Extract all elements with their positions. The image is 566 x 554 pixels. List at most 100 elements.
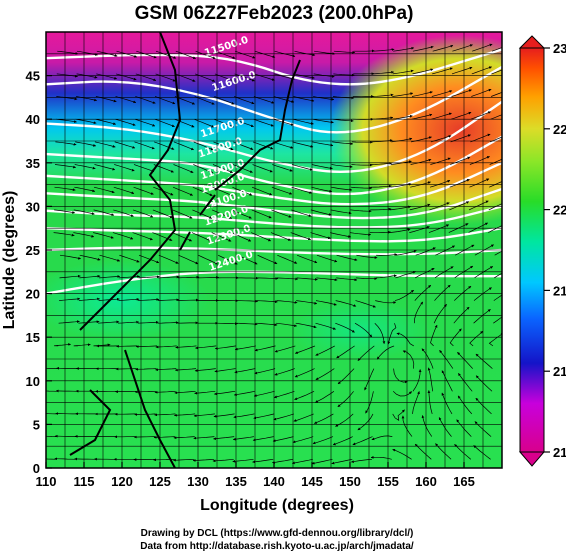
streamline xyxy=(134,413,156,416)
streamline xyxy=(315,300,337,306)
streamline xyxy=(273,413,295,421)
streamline xyxy=(233,118,254,128)
streamline xyxy=(292,141,314,148)
streamline xyxy=(174,390,196,395)
streamline xyxy=(271,186,293,195)
streamline xyxy=(355,300,376,308)
streamline xyxy=(46,458,56,460)
streamline xyxy=(232,436,254,441)
streamline xyxy=(470,111,491,120)
streamline xyxy=(421,348,434,369)
y-tick-label: 30 xyxy=(26,199,40,214)
streamline xyxy=(132,232,153,241)
streamline xyxy=(391,137,413,143)
streamline xyxy=(135,367,157,371)
streamline xyxy=(290,232,311,241)
grid-lines xyxy=(46,32,502,468)
streamline xyxy=(293,413,314,422)
streamline xyxy=(154,390,176,394)
streamline xyxy=(371,435,393,441)
streamline xyxy=(252,164,273,173)
streamline xyxy=(215,50,236,59)
streamline xyxy=(415,267,435,279)
streamline xyxy=(194,368,216,372)
streamline xyxy=(195,50,216,60)
streamline xyxy=(414,443,432,460)
streamline xyxy=(155,73,176,82)
streamline xyxy=(470,133,491,143)
streamline xyxy=(332,436,353,446)
streamline xyxy=(46,435,57,437)
streamline xyxy=(59,297,81,301)
streamline xyxy=(310,209,332,216)
streamline xyxy=(277,254,298,264)
streamline xyxy=(316,254,338,263)
streamline xyxy=(458,373,473,392)
streamline xyxy=(134,118,156,127)
streamline xyxy=(276,300,298,304)
contour-line xyxy=(46,65,502,134)
streamline xyxy=(56,73,78,78)
streamline xyxy=(488,332,502,347)
streamline xyxy=(214,96,235,105)
streamline xyxy=(314,413,334,424)
colorbar-top-arrow xyxy=(518,35,546,49)
streamline xyxy=(254,368,276,375)
streamline xyxy=(193,413,215,418)
streamline xyxy=(193,164,214,174)
streamline xyxy=(272,164,293,172)
streamline xyxy=(336,254,358,261)
streamline xyxy=(94,141,116,148)
streamline xyxy=(157,321,179,324)
x-tick-label: 130 xyxy=(187,474,209,489)
streamline xyxy=(493,294,502,301)
streamline xyxy=(489,158,502,165)
streamline xyxy=(333,50,356,54)
streamline xyxy=(271,209,292,218)
streamline xyxy=(214,368,236,373)
streamline xyxy=(46,390,58,392)
streamline xyxy=(293,73,315,79)
streamline xyxy=(336,277,358,282)
streamline xyxy=(198,254,218,265)
credit-line-1: Drawing by DCL (https://www.gfd-dennou.o… xyxy=(141,528,414,539)
streamline xyxy=(154,141,175,150)
x-tick-label: 125 xyxy=(149,474,171,489)
streamline xyxy=(373,48,395,52)
streamline xyxy=(119,254,140,263)
streamline xyxy=(415,247,436,256)
streamline xyxy=(257,277,279,280)
streamline xyxy=(93,186,115,194)
streamline xyxy=(471,88,492,97)
streamline xyxy=(294,390,315,400)
x-axis-label: Longitude (degrees) xyxy=(200,497,354,514)
streamline xyxy=(237,254,258,265)
streamline xyxy=(395,249,417,256)
streamline xyxy=(214,73,235,82)
streamline xyxy=(449,179,470,188)
streamline xyxy=(192,458,215,462)
streamline xyxy=(411,113,433,120)
streamline xyxy=(375,274,397,279)
colorbar-tick-label: 210 xyxy=(553,445,566,460)
x-tick-label: 120 xyxy=(111,474,133,489)
streamline xyxy=(96,73,118,80)
streamline xyxy=(469,156,490,165)
streamline xyxy=(475,375,493,392)
streamline xyxy=(335,413,354,427)
streamline xyxy=(154,118,175,128)
streamline xyxy=(79,274,101,279)
streamline xyxy=(59,254,81,260)
streamline xyxy=(254,345,276,352)
streamline xyxy=(291,186,313,194)
streamline xyxy=(456,419,472,437)
streamline xyxy=(276,277,299,281)
streamline xyxy=(312,436,334,445)
streamline xyxy=(157,298,180,302)
streamline xyxy=(291,209,312,217)
streamline xyxy=(374,322,386,345)
streamline xyxy=(402,350,415,369)
streamline xyxy=(471,66,492,75)
streamline xyxy=(333,73,355,77)
